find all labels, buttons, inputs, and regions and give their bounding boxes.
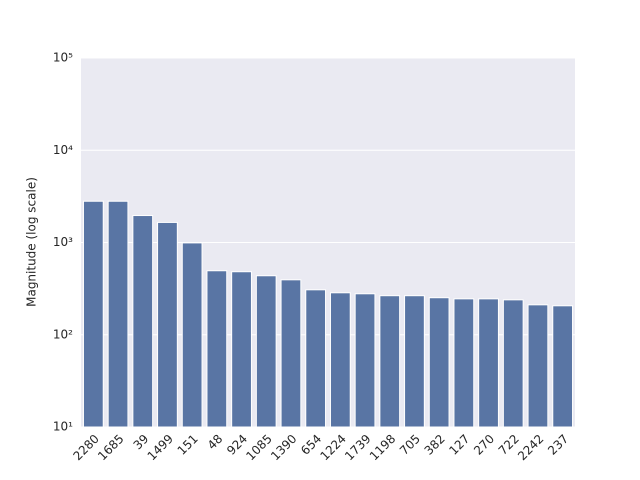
bar bbox=[478, 298, 499, 428]
x-tick-label: 1739 bbox=[342, 432, 373, 463]
x-tick-label: 48 bbox=[205, 432, 226, 453]
bar bbox=[502, 299, 524, 428]
bar bbox=[453, 298, 475, 428]
bar bbox=[206, 270, 228, 428]
bar bbox=[428, 297, 450, 428]
x-tick-label: 1224 bbox=[317, 432, 348, 463]
y-tick-label: 10⁵ bbox=[53, 51, 73, 65]
x-tick-label: 127 bbox=[446, 432, 472, 458]
x-tick-label: 1499 bbox=[145, 432, 176, 463]
bar bbox=[379, 295, 401, 428]
bar bbox=[181, 242, 203, 428]
bar bbox=[354, 293, 376, 428]
bar bbox=[231, 271, 252, 428]
bar bbox=[107, 200, 129, 428]
x-tick-label: 382 bbox=[422, 432, 448, 458]
y-axis-label: Magnitude (log scale) bbox=[25, 177, 39, 307]
bar bbox=[132, 215, 154, 428]
bar bbox=[527, 304, 549, 428]
bar bbox=[404, 295, 425, 428]
x-tick-label: 270 bbox=[471, 432, 497, 458]
y-tick-label: 10⁴ bbox=[53, 143, 73, 157]
x-tick-label: 1390 bbox=[268, 432, 299, 463]
y-tick-label: 10² bbox=[53, 327, 73, 341]
x-tick-label: 2280 bbox=[70, 432, 101, 463]
bar bbox=[157, 221, 178, 428]
bar bbox=[255, 275, 277, 428]
x-tick-label: 151 bbox=[175, 432, 201, 458]
bar bbox=[280, 279, 302, 428]
y-tick-label: 10¹ bbox=[53, 420, 73, 434]
x-tick-label: 1685 bbox=[95, 432, 126, 463]
bar bbox=[329, 292, 351, 428]
x-tick-label: 1198 bbox=[367, 432, 398, 463]
bar bbox=[552, 305, 574, 428]
x-tick-label: 1085 bbox=[243, 432, 274, 463]
x-tick-label: 2242 bbox=[515, 432, 546, 463]
x-tick-label: 237 bbox=[545, 432, 571, 458]
bar bbox=[305, 289, 327, 428]
x-tick-label: 705 bbox=[397, 432, 423, 458]
y-tick-label: 10³ bbox=[53, 235, 73, 249]
bar bbox=[82, 200, 104, 428]
